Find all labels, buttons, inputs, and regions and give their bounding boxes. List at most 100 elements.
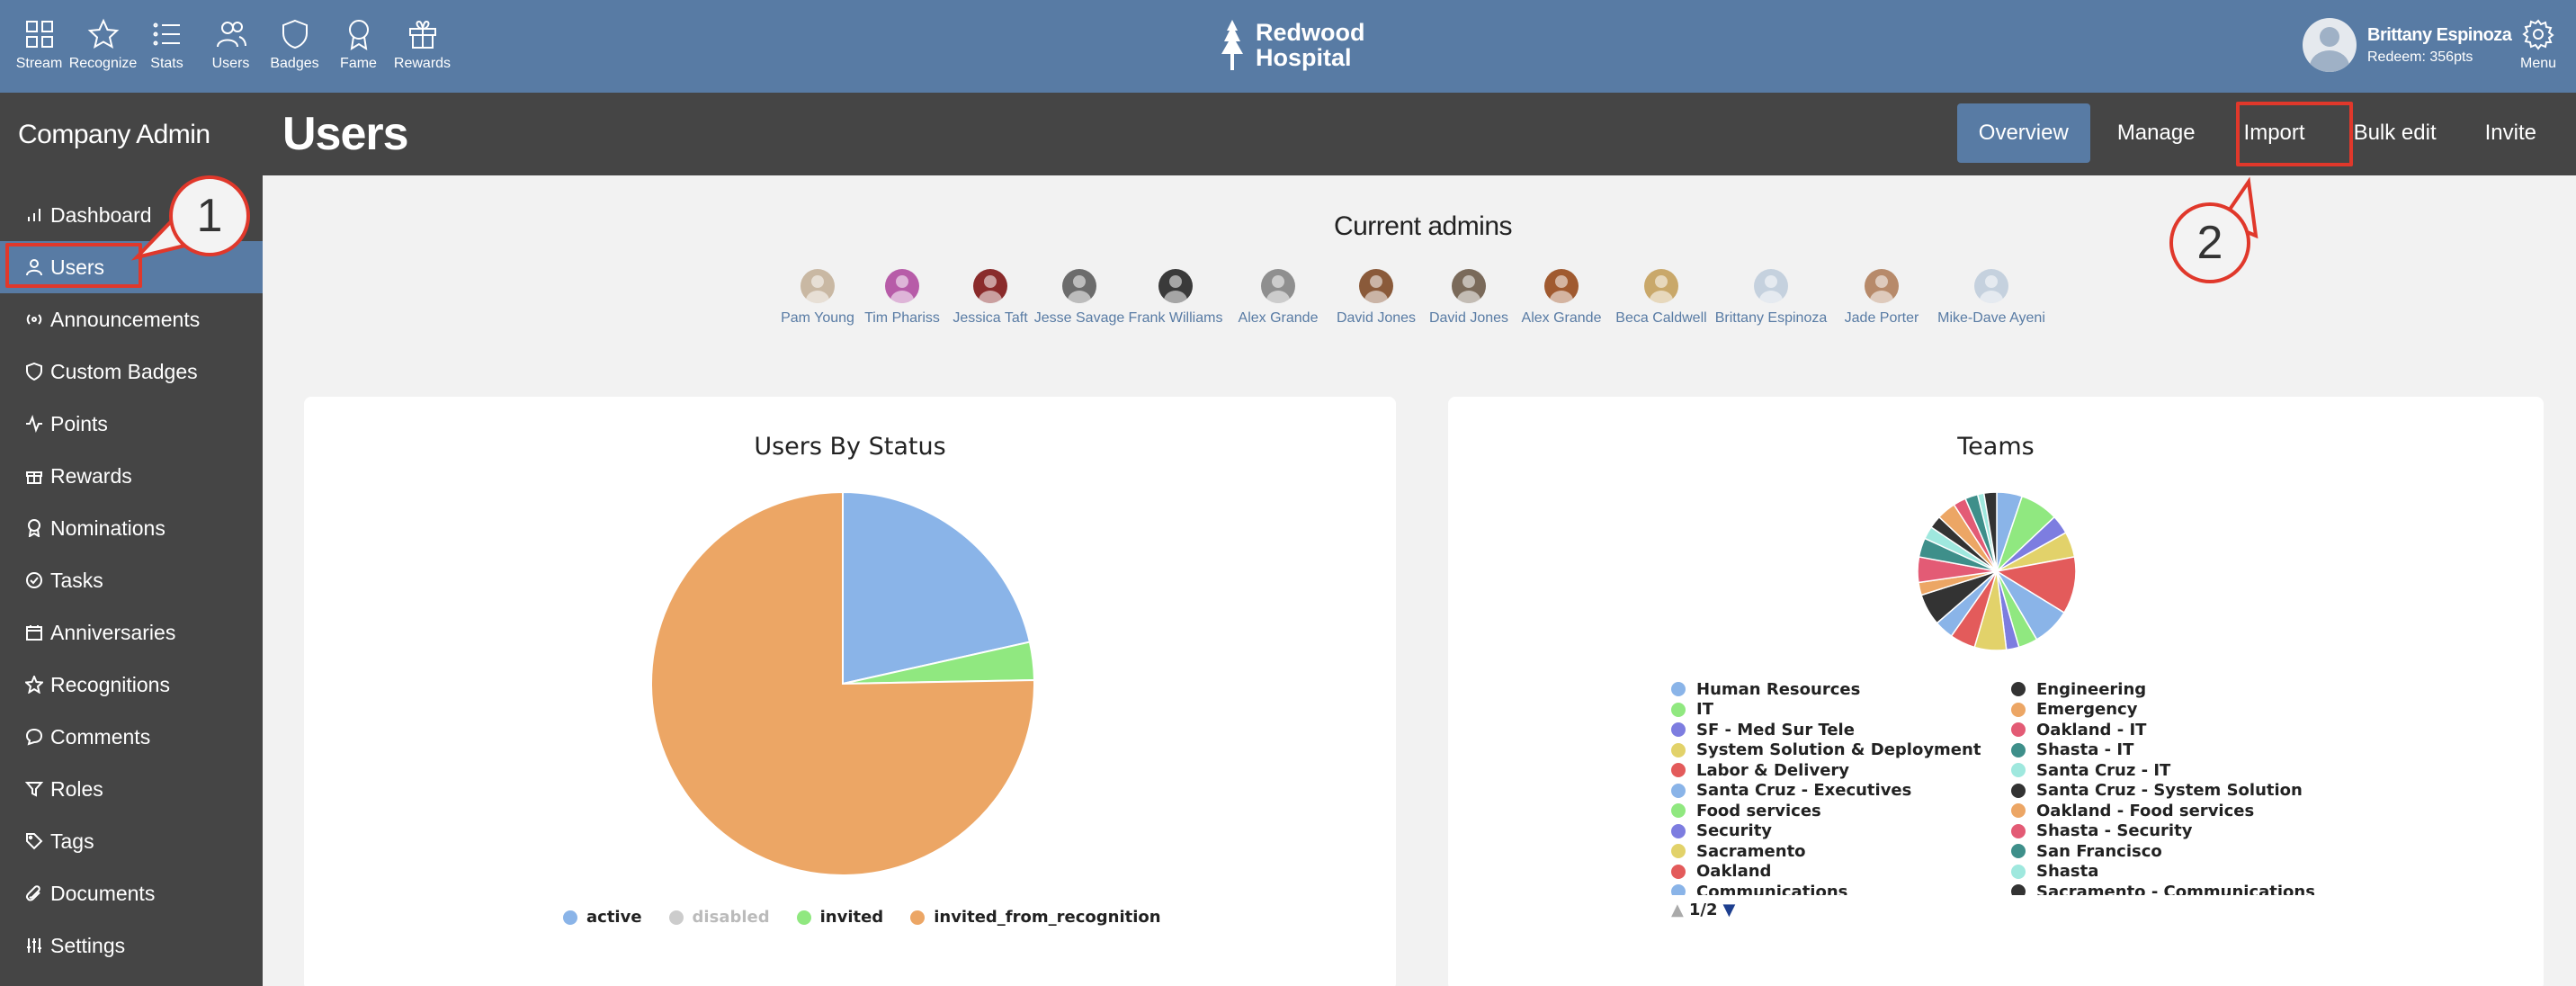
main-content: Current admins Pam Young Tim Phariss Jessi…: [263, 175, 2576, 986]
legend-label: Santa Cruz - Executives: [1696, 781, 1912, 801]
legend-dot: [2011, 884, 2026, 895]
admin-item[interactable]: Beca Caldwell: [1608, 269, 1714, 327]
admin-name: David Jones: [1336, 310, 1417, 326]
sidebar-item-settings[interactable]: Settings: [0, 919, 263, 972]
bar-chart-icon: [28, 209, 40, 221]
sidebar-item-documents[interactable]: Documents: [0, 867, 263, 919]
nav-stream[interactable]: Stream: [7, 0, 71, 93]
sidebar-item-roles[interactable]: Roles: [0, 763, 263, 815]
legend-label: Santa Cruz - IT: [2036, 760, 2171, 780]
teams-pie-slice[interactable]: [1994, 556, 2077, 614]
legend-item[interactable]: Shasta - Security: [2011, 821, 2315, 842]
legend-item[interactable]: Oakland - IT: [2011, 720, 2315, 740]
activity-icon: [26, 415, 42, 433]
admin-item[interactable]: Brittany Espinoza: [1714, 269, 1828, 327]
legend-dot: [1671, 742, 1686, 757]
admin-avatar: [973, 269, 1007, 303]
legend-item[interactable]: Human Resources: [1671, 679, 1981, 700]
legend-dot: [1671, 783, 1686, 798]
sidebar-item-nominations[interactable]: Nominations: [0, 502, 263, 554]
nav-fame[interactable]: Fame: [326, 0, 390, 93]
legend-item[interactable]: Santa Cruz - Executives: [1671, 781, 1981, 802]
legend-item[interactable]: invited: [796, 908, 883, 927]
tab-invite[interactable]: Invite: [2484, 121, 2536, 145]
admin-item[interactable]: Alex Grande: [1515, 269, 1608, 327]
brand-logo[interactable]: Redwood Hospital: [1216, 18, 1365, 72]
legend-item[interactable]: Sacramento - Communications: [2011, 882, 2315, 895]
sidebar-item-anniversaries[interactable]: Anniversaries: [0, 606, 263, 659]
legend-item[interactable]: Security: [1671, 821, 1981, 842]
admin-item[interactable]: David Jones: [1329, 269, 1423, 327]
status-pie-slice[interactable]: [842, 490, 1032, 686]
admin-avatar: [1865, 269, 1899, 303]
legend-dot: [1671, 823, 1686, 838]
nav-stats[interactable]: Stats: [135, 0, 199, 93]
legend-item[interactable]: Santa Cruz - IT: [2011, 760, 2315, 781]
admin-name: Alex Grande: [1238, 310, 1319, 326]
nav-users[interactable]: Users: [199, 0, 263, 93]
tab-overview[interactable]: Overview: [1956, 103, 2090, 163]
profile-name: Brittany Espinoza: [2367, 24, 2512, 45]
legend-item[interactable]: disabled: [668, 908, 770, 927]
nav-rewards[interactable]: Rewards: [390, 0, 454, 93]
admin-item[interactable]: Alex Grande: [1227, 269, 1329, 327]
admin-item[interactable]: Tim Phariss: [858, 269, 946, 327]
legend-item[interactable]: invited_from_recognition: [910, 908, 1161, 927]
tab-manage[interactable]: Manage: [2116, 121, 2196, 145]
legend-item[interactable]: IT: [1671, 700, 1981, 721]
gear-icon: [2522, 19, 2554, 50]
sidebar-item-label: Tasks: [50, 568, 103, 592]
sidebar-item-comments[interactable]: Comments: [0, 711, 263, 763]
pager-prev-icon[interactable]: ▲: [1671, 901, 1684, 919]
teams-pie-slice[interactable]: [1982, 491, 1998, 572]
sidebar-item-recognitions[interactable]: Recognitions: [0, 659, 263, 711]
legend-item[interactable]: System Solution & Deployment: [1671, 740, 1981, 761]
admin-item[interactable]: Jessica Taft: [946, 269, 1034, 327]
legend-item[interactable]: Oakland - Food services: [2011, 801, 2315, 821]
legend-label: San Francisco: [2036, 841, 2162, 861]
legend-label: Human Resources: [1696, 679, 1861, 699]
sidebar-item-points[interactable]: Points: [0, 398, 263, 450]
legend-item[interactable]: Communications: [1671, 882, 1981, 895]
legend-item[interactable]: Sacramento: [1671, 841, 1981, 862]
legend-item[interactable]: Labor & Delivery: [1671, 760, 1981, 781]
legend-item[interactable]: Shasta - IT: [2011, 740, 2315, 761]
admin-item[interactable]: Jade Porter: [1828, 269, 1936, 327]
pager-next-icon[interactable]: ▼: [1722, 901, 1736, 919]
legend-dot: [2011, 864, 2026, 879]
nav-badges[interactable]: Badges: [263, 0, 326, 93]
legend-item[interactable]: Engineering: [2011, 679, 2315, 700]
legend-dot: [2011, 763, 2026, 778]
sidebar-item-announcements[interactable]: Announcements: [0, 293, 263, 345]
user-profile[interactable]: Brittany Espinoza Redeem: 356pts: [2303, 18, 2512, 72]
sidebar-item-label: Dashboard: [50, 202, 152, 227]
status-pie-slice[interactable]: [650, 490, 1035, 876]
sidebar-item-label: Announcements: [50, 307, 201, 331]
legend-item[interactable]: active: [563, 908, 642, 927]
sidebar-item-label: Anniversaries: [50, 620, 176, 644]
sidebar-item-custom-badges[interactable]: Custom Badges: [0, 345, 263, 398]
legend-item[interactable]: Shasta: [2011, 862, 2315, 883]
tab-import[interactable]: Import: [2243, 121, 2305, 145]
admin-avatar: [801, 269, 835, 303]
admin-avatar: [885, 269, 919, 303]
nav-recognize[interactable]: Recognize: [69, 0, 137, 93]
legend-item[interactable]: Emergency: [2011, 700, 2315, 721]
menu-button[interactable]: Menu: [2520, 18, 2556, 72]
legend-item[interactable]: Oakland: [1671, 862, 1981, 883]
legend-item[interactable]: SF - Med Sur Tele: [1671, 720, 1981, 740]
tab-bulk-edit[interactable]: Bulk edit: [2353, 121, 2437, 145]
sidebar-item-tasks[interactable]: Tasks: [0, 554, 263, 606]
legend-item[interactable]: Santa Cruz - System Solution: [2011, 781, 2315, 802]
admin-item[interactable]: Pam Young: [777, 269, 858, 327]
sidebar-item-dashboard[interactable]: Dashboard: [0, 189, 263, 241]
admin-item[interactable]: Jesse Savage: [1034, 269, 1124, 327]
admin-item[interactable]: Mike-Dave Ayeni: [1936, 269, 2047, 327]
sidebar-item-tags[interactable]: Tags: [0, 815, 263, 867]
admin-item[interactable]: David Jones: [1423, 269, 1515, 327]
legend-item[interactable]: San Francisco: [2011, 841, 2315, 862]
sidebar-item-rewards[interactable]: Rewards: [0, 450, 263, 502]
admin-item[interactable]: Frank Williams: [1124, 269, 1227, 327]
comment-icon: [25, 728, 43, 746]
legend-item[interactable]: Food services: [1671, 801, 1981, 821]
